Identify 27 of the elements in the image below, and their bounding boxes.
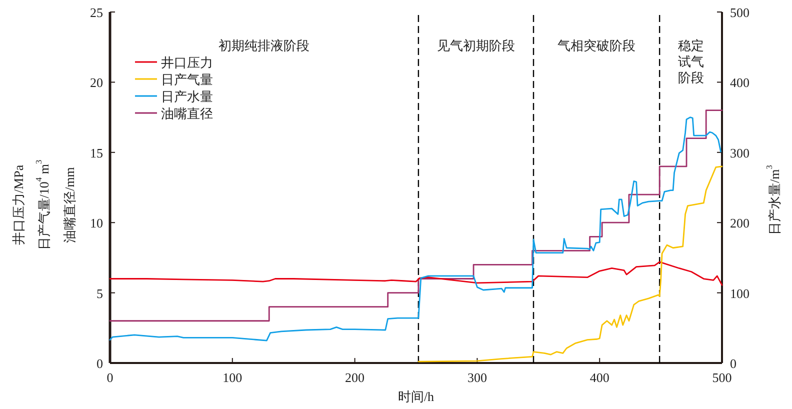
y2-tick-label: 300	[730, 144, 750, 160]
legend-label: 井口压力	[161, 54, 213, 70]
annotation: 稳定试气阶段	[678, 38, 704, 84]
y2-tick-label: 400	[730, 74, 750, 90]
legend-label: 日产水量	[161, 88, 213, 104]
x-tick-label: 300	[467, 370, 487, 384]
y-tick-label: 15	[90, 144, 103, 160]
y2-tick-label: 200	[730, 215, 750, 230]
x-tick-label: 500	[712, 370, 732, 384]
y2-tick-label: 100	[730, 285, 750, 300]
y-tick-label: 20	[90, 74, 103, 90]
x-tick-label: 0	[106, 370, 114, 384]
legend-label: 油嘴直径	[161, 106, 213, 120]
x-tick-label: 400	[590, 370, 610, 384]
legend-label: 日产气量	[161, 72, 213, 86]
annotation: 气相突破阶段	[558, 38, 636, 52]
y2-tick-label: 0	[730, 356, 736, 370]
y-tick-label: 10	[90, 215, 103, 230]
y-tick-label: 0	[96, 356, 103, 370]
annotation: 初期纯排液阶段	[218, 38, 310, 52]
y-tick-label: 5	[96, 285, 103, 300]
x-tick-label: 200	[345, 370, 365, 384]
x-tick-label: 100	[222, 370, 242, 384]
annotation: 见气初期阶段	[436, 38, 515, 52]
y-tick-label: 25	[90, 4, 103, 20]
y2-tick-label: 500	[730, 4, 750, 20]
x-axis-title: 时间/h	[398, 388, 435, 404]
